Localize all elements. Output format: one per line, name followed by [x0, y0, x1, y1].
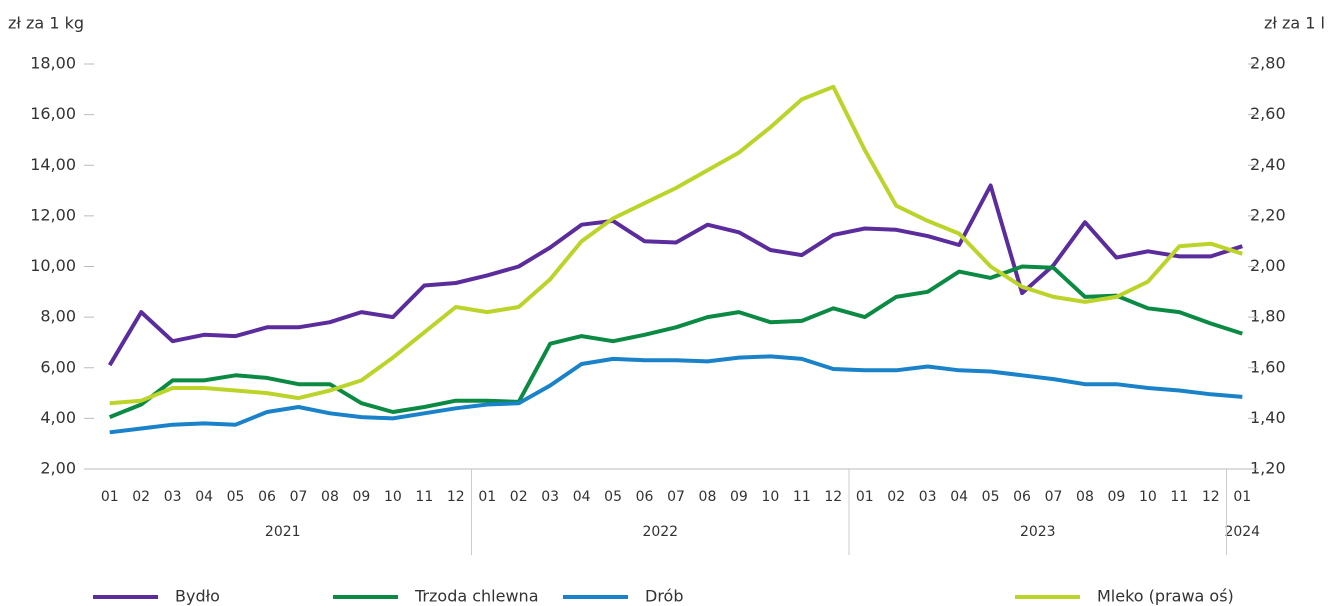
- x-group-label: 2021: [265, 524, 301, 540]
- x-tick-label: 10: [1139, 489, 1157, 505]
- x-tick-label: 07: [290, 489, 308, 505]
- y-tick-label: 12,00: [30, 205, 76, 224]
- x-tick-label: 03: [164, 489, 182, 505]
- x-tick-label: 11: [415, 489, 433, 505]
- series-line: [108, 264, 1243, 419]
- legend-label: Trzoda chlewna: [414, 587, 539, 606]
- series-line: [109, 354, 1243, 435]
- y2-tick-label: 2,80: [1250, 54, 1286, 73]
- x-tick-label: 04: [950, 489, 968, 505]
- x-tick-label: 03: [919, 489, 937, 505]
- x-tick-label: 09: [1108, 489, 1126, 505]
- y2-axis-label: zł za 1 l: [1264, 14, 1325, 33]
- x-tick-label: 08: [1076, 489, 1094, 505]
- x-group-label: 2023: [1020, 524, 1056, 540]
- x-tick-label: 06: [258, 489, 276, 505]
- series-line: [109, 84, 1243, 406]
- x-group-label: 2022: [642, 524, 678, 540]
- y2-tick-label: 1,40: [1250, 408, 1286, 427]
- y-tick-label: 16,00: [30, 104, 76, 123]
- x-tick-label: 01: [101, 489, 119, 505]
- legend-label: Mleko (prawa oś): [1097, 587, 1234, 606]
- x-tick-label: 05: [227, 489, 245, 505]
- y-tick-label: 8,00: [40, 307, 76, 326]
- x-tick-label: 12: [1202, 489, 1220, 505]
- y-tick-label: 6,00: [40, 357, 76, 376]
- y2-tick-label: 1,20: [1250, 459, 1286, 478]
- x-tick-label: 05: [604, 489, 622, 505]
- x-tick-label: 05: [982, 489, 1000, 505]
- y-tick-label: 14,00: [30, 155, 76, 174]
- x-tick-label: 07: [667, 489, 685, 505]
- x-tick-label: 06: [636, 489, 654, 505]
- y2-tick-label: 2,00: [1250, 256, 1286, 275]
- x-tick-label: 08: [321, 489, 339, 505]
- x-tick-label: 01: [478, 489, 496, 505]
- x-tick-label: 08: [699, 489, 717, 505]
- y2-tick-label: 2,20: [1250, 205, 1286, 224]
- x-group-label: 2024: [1224, 524, 1260, 540]
- y-tick-label: 2,00: [40, 459, 76, 478]
- y-tick-label: 10,00: [30, 256, 76, 275]
- x-tick-label: 04: [573, 489, 591, 505]
- y-tick-label: 18,00: [30, 54, 76, 73]
- x-tick-label: 09: [352, 489, 370, 505]
- y2-tick-label: 1,60: [1250, 357, 1286, 376]
- x-tick-label: 03: [541, 489, 559, 505]
- x-tick-label: 12: [824, 489, 842, 505]
- x-tick-label: 02: [887, 489, 905, 505]
- x-tick-label: 10: [761, 489, 779, 505]
- x-tick-label: 04: [195, 489, 213, 505]
- y2-tick-label: 2,40: [1250, 155, 1286, 174]
- x-tick-label: 09: [730, 489, 748, 505]
- y-axis-label: zł za 1 kg: [8, 14, 84, 33]
- y2-tick-label: 1,80: [1250, 307, 1286, 326]
- x-tick-label: 07: [1045, 489, 1063, 505]
- legend-label: Bydło: [175, 587, 220, 606]
- series-line: [107, 183, 1243, 367]
- x-tick-label: 01: [1233, 489, 1251, 505]
- x-tick-label: 06: [1013, 489, 1031, 505]
- x-tick-label: 10: [384, 489, 402, 505]
- x-tick-label: 01: [856, 489, 874, 505]
- x-tick-label: 12: [447, 489, 465, 505]
- x-tick-label: 02: [132, 489, 150, 505]
- legend-label: Drób: [645, 587, 684, 606]
- x-tick-label: 11: [793, 489, 811, 505]
- y2-tick-label: 2,60: [1250, 104, 1286, 123]
- y-tick-label: 4,00: [40, 408, 76, 427]
- x-tick-label: 02: [510, 489, 528, 505]
- x-tick-label: 11: [1170, 489, 1188, 505]
